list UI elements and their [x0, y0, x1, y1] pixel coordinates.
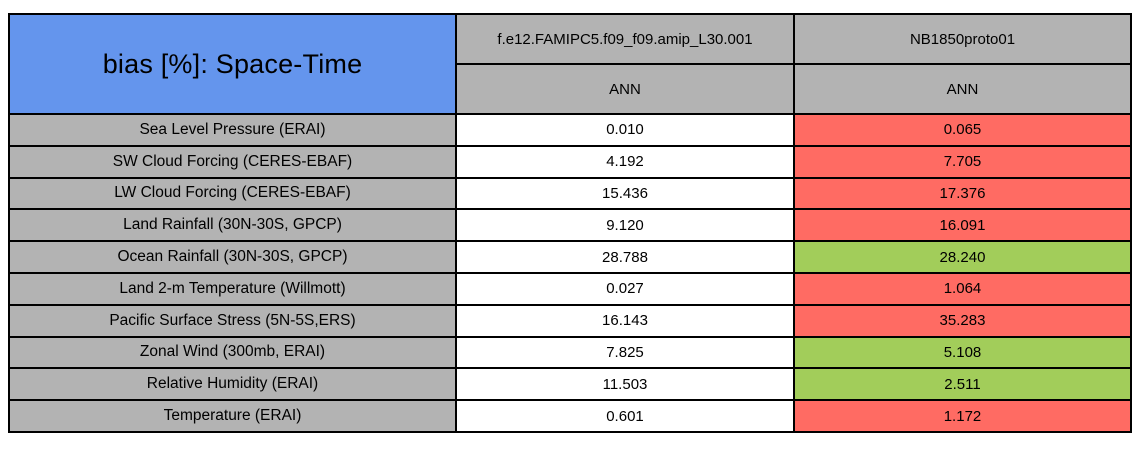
- value-run2: 2.511: [793, 367, 1132, 402]
- value-run2: 17.376: [793, 176, 1132, 211]
- value-run1: 0.601: [455, 399, 795, 433]
- value-run1: 16.143: [455, 303, 795, 338]
- value-run2: 5.108: [793, 335, 1132, 370]
- table-row: Land Rainfall (30N-30S, GPCP) 9.120 16.0…: [8, 208, 1132, 243]
- table-row: Zonal Wind (300mb, ERAI) 7.825 5.108: [8, 335, 1132, 370]
- table-row: SW Cloud Forcing (CERES-EBAF) 4.192 7.70…: [8, 144, 1132, 179]
- value-run2: 35.283: [793, 303, 1132, 338]
- value-run1: 7.825: [455, 335, 795, 370]
- season-header-run2: ANN: [793, 63, 1132, 115]
- value-run1: 0.027: [455, 271, 795, 306]
- metric-label: Ocean Rainfall (30N-30S, GPCP): [8, 240, 457, 274]
- table-row: Relative Humidity (ERAI) 11.503 2.511: [8, 367, 1132, 402]
- season-header-run1: ANN: [455, 63, 795, 115]
- table-row: LW Cloud Forcing (CERES-EBAF) 15.436 17.…: [8, 176, 1132, 211]
- value-run2: 1.172: [793, 399, 1132, 433]
- value-run2: 7.705: [793, 144, 1132, 179]
- value-run2: 0.065: [793, 113, 1132, 147]
- table-row: Ocean Rainfall (30N-30S, GPCP) 28.788 28…: [8, 240, 1132, 274]
- metric-label: Zonal Wind (300mb, ERAI): [8, 335, 457, 370]
- value-run1: 15.436: [455, 176, 795, 211]
- column-header-run1: f.e12.FAMIPC5.f09_f09.amip_L30.001: [455, 13, 795, 65]
- value-run1: 28.788: [455, 240, 795, 274]
- bias-metrics-table: bias [%]: Space-Time f.e12.FAMIPC5.f09_f…: [8, 13, 1132, 433]
- table-row: Land 2-m Temperature (Willmott) 0.027 1.…: [8, 271, 1132, 306]
- table-row: Pacific Surface Stress (5N-5S,ERS) 16.14…: [8, 303, 1132, 338]
- table-row: Sea Level Pressure (ERAI) 0.010 0.065: [8, 113, 1132, 147]
- value-run2: 28.240: [793, 240, 1132, 274]
- table-title: bias [%]: Space-Time: [8, 13, 457, 115]
- metric-label: Sea Level Pressure (ERAI): [8, 113, 457, 147]
- header-row-runs: bias [%]: Space-Time f.e12.FAMIPC5.f09_f…: [8, 13, 1132, 115]
- value-run1: 11.503: [455, 367, 795, 402]
- value-run1: 4.192: [455, 144, 795, 179]
- value-run1: 9.120: [455, 208, 795, 243]
- metric-label: Land 2-m Temperature (Willmott): [8, 271, 457, 306]
- metric-label: Relative Humidity (ERAI): [8, 367, 457, 402]
- metric-label: Land Rainfall (30N-30S, GPCP): [8, 208, 457, 243]
- metric-label: LW Cloud Forcing (CERES-EBAF): [8, 176, 457, 211]
- header-row-seasons: ANN ANN: [9, 63, 1132, 115]
- value-run2: 16.091: [793, 208, 1132, 243]
- table-row: Temperature (ERAI) 0.601 1.172: [8, 399, 1132, 433]
- column-header-run2: NB1850proto01: [793, 13, 1132, 65]
- value-run2: 1.064: [793, 271, 1132, 306]
- metric-label: SW Cloud Forcing (CERES-EBAF): [8, 144, 457, 179]
- metric-label: Temperature (ERAI): [8, 399, 457, 433]
- value-run1: 0.010: [455, 113, 795, 147]
- metric-label: Pacific Surface Stress (5N-5S,ERS): [8, 303, 457, 338]
